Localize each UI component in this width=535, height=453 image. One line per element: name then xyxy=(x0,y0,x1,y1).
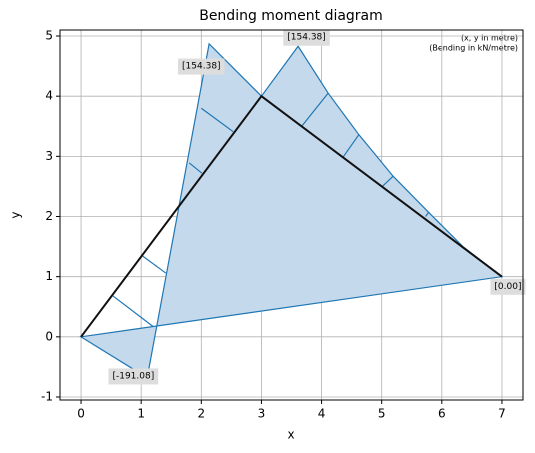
hatch-line xyxy=(342,134,360,158)
note: (x, y in metre) xyxy=(461,34,518,43)
y-tick-label: 1 xyxy=(45,269,53,283)
hatch-line xyxy=(425,211,430,217)
diagram xyxy=(79,42,504,379)
y-tick-label: 3 xyxy=(45,149,53,163)
annotation: [154.38] xyxy=(287,33,326,43)
annotation-box xyxy=(490,278,526,295)
hatch-line xyxy=(200,107,234,133)
x-tick-label: 0 xyxy=(77,407,85,421)
annotation: [0.00] xyxy=(494,282,521,292)
chart-title: Bending moment diagram xyxy=(199,8,383,24)
annotation-box xyxy=(178,58,225,75)
y-tick-label: -1 xyxy=(41,389,53,403)
x-tick-label: 2 xyxy=(197,407,205,421)
y-tick-label: 2 xyxy=(45,209,53,223)
note: (Bending in kN/metre) xyxy=(429,44,518,53)
hatch-line xyxy=(381,175,394,188)
x-tick-label: 1 xyxy=(137,407,145,421)
annotation-box xyxy=(108,368,159,385)
y-tick-label: 5 xyxy=(45,29,53,43)
x-tick-label: 7 xyxy=(498,407,506,421)
x-tick-label: 6 xyxy=(438,407,446,421)
y-tick-label: 4 xyxy=(45,89,53,103)
plot-frame xyxy=(59,29,524,401)
hatch-line xyxy=(140,254,167,274)
hatch-line xyxy=(188,162,203,174)
y-tick-label: 0 xyxy=(45,329,53,343)
annotation: [-191.08] xyxy=(112,371,154,381)
hatch-line xyxy=(112,295,154,328)
annotation: [154.38] xyxy=(182,62,221,72)
hatch-line xyxy=(301,92,329,127)
y-axis-label: y xyxy=(9,211,23,218)
x-tick-label: 4 xyxy=(318,407,326,421)
frame xyxy=(80,94,503,338)
x-tick-label: 5 xyxy=(378,407,386,421)
x-tick-label: 3 xyxy=(258,407,266,421)
x-axis-label: x xyxy=(287,428,294,442)
annotation-box xyxy=(283,29,330,46)
